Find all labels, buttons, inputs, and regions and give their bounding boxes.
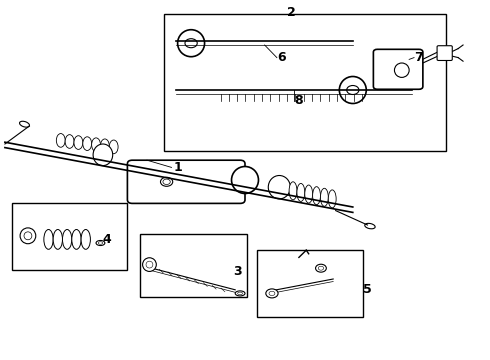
Text: 8: 8	[294, 94, 303, 107]
Ellipse shape	[65, 135, 74, 148]
Ellipse shape	[83, 137, 92, 150]
Text: 7: 7	[414, 51, 423, 64]
Ellipse shape	[143, 258, 156, 271]
Ellipse shape	[81, 230, 90, 249]
Ellipse shape	[328, 190, 336, 208]
Ellipse shape	[92, 138, 100, 152]
Ellipse shape	[235, 291, 245, 296]
Bar	[140, 234, 247, 297]
Bar	[257, 250, 363, 317]
Ellipse shape	[74, 136, 83, 149]
Ellipse shape	[232, 166, 259, 194]
Text: 5: 5	[363, 283, 371, 296]
Ellipse shape	[44, 230, 53, 249]
Bar	[164, 14, 446, 151]
Ellipse shape	[318, 266, 323, 270]
Ellipse shape	[146, 261, 153, 268]
Ellipse shape	[269, 176, 290, 199]
Ellipse shape	[98, 242, 102, 244]
Ellipse shape	[297, 184, 305, 202]
Ellipse shape	[289, 182, 297, 200]
Ellipse shape	[163, 179, 171, 185]
Ellipse shape	[266, 289, 278, 298]
Ellipse shape	[320, 188, 328, 206]
Ellipse shape	[100, 139, 109, 153]
FancyBboxPatch shape	[373, 49, 423, 89]
Ellipse shape	[313, 187, 320, 205]
Text: 1: 1	[174, 161, 183, 174]
FancyBboxPatch shape	[127, 160, 245, 203]
Ellipse shape	[305, 185, 313, 203]
Text: 6: 6	[277, 51, 286, 64]
Ellipse shape	[20, 228, 36, 244]
Ellipse shape	[177, 30, 205, 57]
Ellipse shape	[72, 230, 81, 249]
Ellipse shape	[24, 232, 32, 240]
Ellipse shape	[53, 230, 62, 249]
Ellipse shape	[93, 144, 113, 166]
Ellipse shape	[339, 77, 366, 104]
Ellipse shape	[96, 240, 105, 246]
Ellipse shape	[109, 140, 118, 154]
Ellipse shape	[161, 177, 172, 186]
Text: 3: 3	[233, 265, 242, 278]
Ellipse shape	[346, 86, 359, 95]
FancyBboxPatch shape	[437, 46, 452, 60]
Text: 4: 4	[103, 233, 112, 246]
Ellipse shape	[63, 230, 72, 249]
Ellipse shape	[394, 63, 409, 77]
Ellipse shape	[238, 292, 243, 294]
Bar	[12, 203, 127, 270]
Ellipse shape	[365, 223, 375, 229]
Text: 2: 2	[287, 6, 295, 19]
Ellipse shape	[269, 291, 275, 296]
Ellipse shape	[316, 264, 326, 272]
Ellipse shape	[20, 121, 29, 127]
Ellipse shape	[56, 134, 65, 147]
Ellipse shape	[185, 39, 197, 48]
